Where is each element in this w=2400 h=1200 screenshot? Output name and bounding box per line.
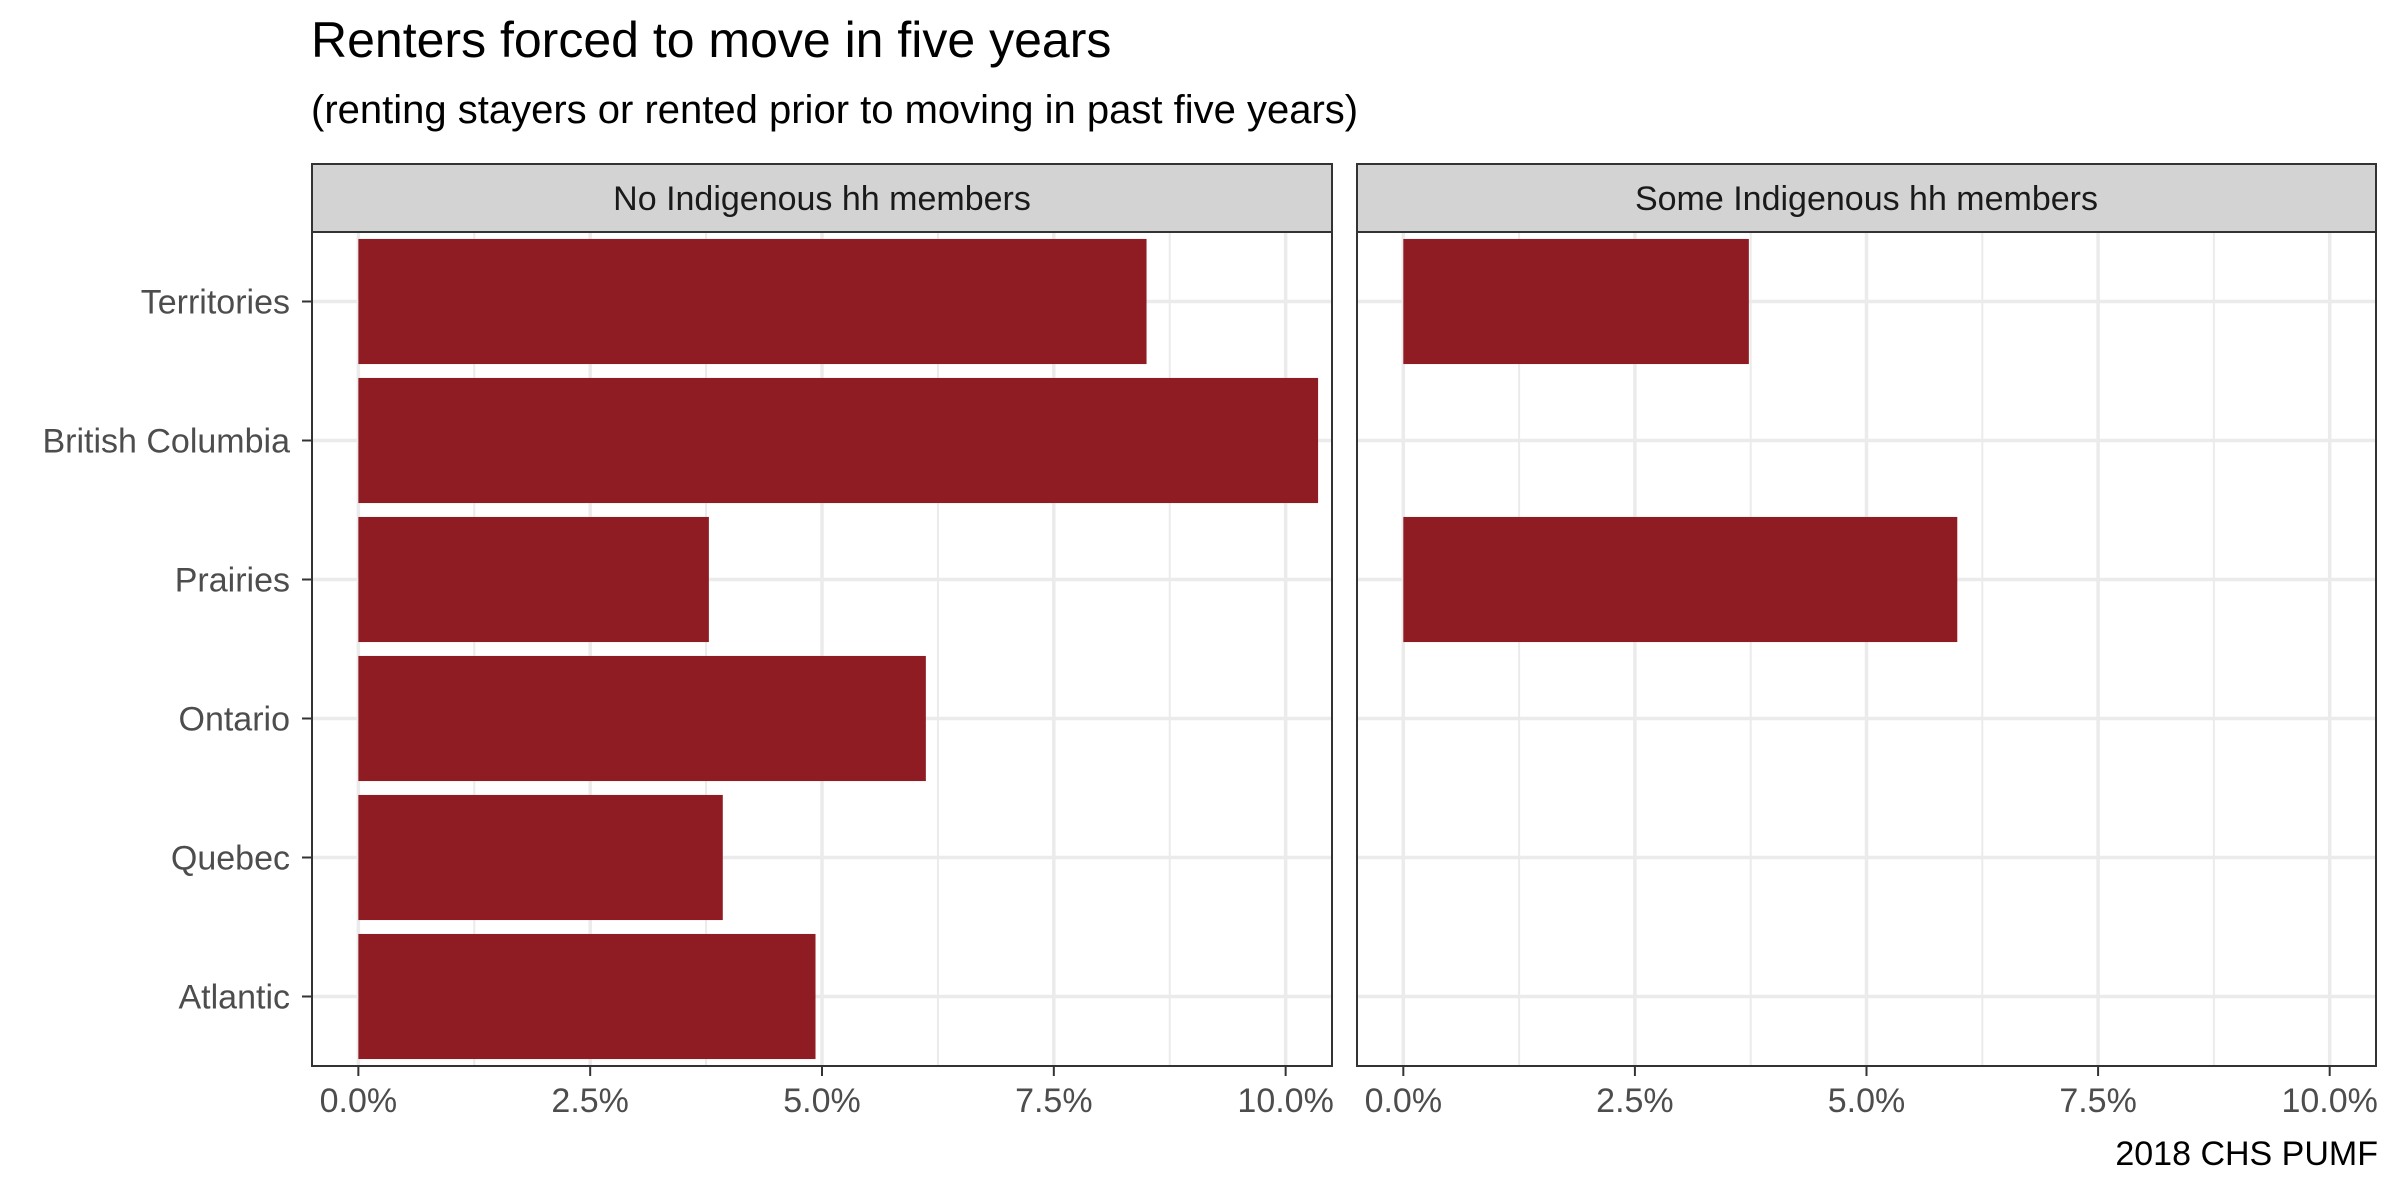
- y-tick-label: Prairies: [175, 562, 290, 600]
- bar-british-columbia: [358, 377, 1319, 504]
- x-tick-label: 7.5%: [1015, 1082, 1093, 1120]
- y-tick-label: Territories: [141, 284, 290, 322]
- x-tick-label: 5.0%: [783, 1082, 861, 1120]
- x-tick-label: 10.0%: [1237, 1082, 1333, 1120]
- bar-territories: [1403, 238, 1749, 365]
- x-tick-label: 2.5%: [1596, 1082, 1674, 1120]
- bar-atlantic: [358, 933, 816, 1060]
- bar-ontario: [358, 655, 926, 782]
- chart-title: Renters forced to move in five years: [311, 12, 1112, 68]
- facet-strip: [1356, 163, 2377, 233]
- bar-territories: [358, 238, 1147, 365]
- x-tick-label: 0.0%: [1365, 1082, 1443, 1120]
- chart-caption: 2018 CHS PUMF: [2115, 1135, 2378, 1173]
- x-tick-label: 7.5%: [2059, 1082, 2137, 1120]
- facet-strip: [311, 163, 1333, 233]
- bar-quebec: [358, 794, 723, 921]
- y-tick-label: Atlantic: [179, 979, 291, 1017]
- bar-prairies: [358, 516, 709, 643]
- facet-strip-label: No Indigenous hh members: [613, 180, 1031, 218]
- x-tick-label: 2.5%: [551, 1082, 629, 1120]
- x-tick-label: 5.0%: [1828, 1082, 1906, 1120]
- bar-prairies: [1403, 516, 1958, 643]
- facet-strip-label: Some Indigenous hh members: [1635, 180, 2098, 218]
- x-tick-label: 0.0%: [320, 1082, 398, 1120]
- y-tick-label: Quebec: [171, 840, 290, 878]
- chart-subtitle: (renting stayers or rented prior to movi…: [311, 88, 1359, 132]
- y-tick-label: Ontario: [179, 701, 291, 739]
- x-tick-label: 10.0%: [2281, 1082, 2377, 1120]
- y-tick-label: British Columbia: [42, 423, 290, 461]
